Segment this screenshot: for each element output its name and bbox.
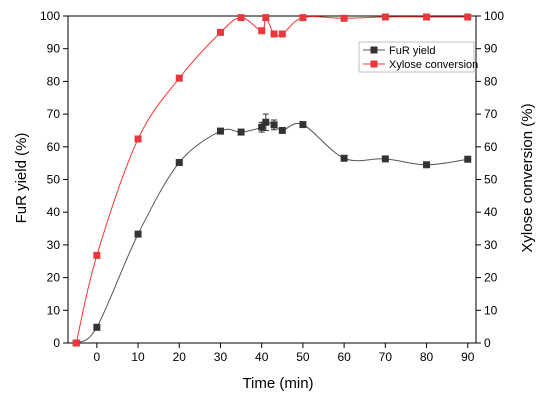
data-point-xylose-conversion xyxy=(423,13,431,21)
data-point-fur-yield xyxy=(93,323,101,331)
y-right-tick-label: 100 xyxy=(484,9,504,23)
legend-box xyxy=(358,41,475,73)
y-right-tick-label: 70 xyxy=(484,107,498,121)
legend-label-fur-yield: FuR yield xyxy=(389,45,435,57)
series-layer xyxy=(72,13,472,347)
data-point-fur-yield xyxy=(423,161,431,169)
data-point-fur-yield xyxy=(299,121,307,129)
y-left-tick-label: 70 xyxy=(47,107,61,121)
data-point-fur-yield xyxy=(175,158,183,166)
data-point-xylose-conversion xyxy=(340,14,348,22)
data-point-fur-yield xyxy=(216,127,224,135)
y-right-tick-label: 40 xyxy=(484,205,498,219)
data-point-xylose-conversion xyxy=(237,14,245,22)
y-axis-right-title: Xylose conversion (%) xyxy=(519,103,536,252)
y-right-tick-label: 60 xyxy=(484,140,498,154)
x-tick-label: 10 xyxy=(131,350,145,364)
data-point-fur-yield xyxy=(134,230,142,238)
y-right-tick-label: 30 xyxy=(484,238,498,252)
axes-layer: 0 10 20 30 40 50 60 70 80 90 0 10 20 30 40 50 60 70 80 90 10… xyxy=(40,9,504,364)
data-point-xylose-conversion xyxy=(72,339,80,347)
data-point-fur-yield xyxy=(278,126,286,134)
legend-marker-fur-yield xyxy=(370,46,378,54)
data-point-xylose-conversion xyxy=(270,30,278,38)
data-point-xylose-conversion xyxy=(134,135,142,143)
y-left-tick-label: 20 xyxy=(47,271,61,285)
data-point-xylose-conversion xyxy=(216,28,224,36)
y-left-tick-label: 90 xyxy=(47,42,61,56)
data-point-fur-yield xyxy=(381,155,389,163)
y-left-tick-label: 0 xyxy=(53,336,60,350)
y-right-tick-label: 80 xyxy=(484,74,498,88)
data-point-xylose-conversion xyxy=(381,13,389,21)
y-left-tick-label: 10 xyxy=(47,303,61,317)
y-left-tick-label: 80 xyxy=(47,74,61,88)
legend-marker-xylose-conversion xyxy=(370,60,378,68)
x-tick-label: 40 xyxy=(255,350,269,364)
legend-label-xylose-conversion: Xylose conversion xyxy=(389,59,478,71)
y-left-tick-label: 100 xyxy=(40,9,60,23)
y-left-tick-label: 50 xyxy=(47,173,61,187)
x-tick-label: 50 xyxy=(296,350,310,364)
x-tick-label: 30 xyxy=(214,350,228,364)
x-tick-label: 60 xyxy=(337,350,351,364)
y-right-tick-label: 20 xyxy=(484,271,498,285)
x-axis-title: Time (min) xyxy=(242,375,313,392)
y-right-tick-label: 0 xyxy=(484,336,491,350)
data-point-fur-yield xyxy=(258,123,266,131)
data-point-fur-yield xyxy=(340,154,348,162)
x-tick-label: 0 xyxy=(94,350,101,364)
y-right-tick-label: 10 xyxy=(484,303,498,317)
data-point-xylose-conversion xyxy=(93,251,101,259)
data-point-xylose-conversion xyxy=(175,74,183,82)
x-tick-label: 20 xyxy=(173,350,187,364)
data-point-xylose-conversion xyxy=(464,13,472,21)
y-axis-left-title: FuR yield (%) xyxy=(13,133,30,224)
x-tick-label: 90 xyxy=(461,350,475,364)
data-point-fur-yield xyxy=(464,155,472,163)
data-point-fur-yield xyxy=(262,118,270,126)
x-tick-label: 70 xyxy=(379,350,393,364)
y-right-tick-label: 50 xyxy=(484,173,498,187)
data-point-fur-yield xyxy=(270,121,278,129)
data-point-xylose-conversion xyxy=(262,14,270,22)
y-right-tick-label: 90 xyxy=(484,42,498,56)
y-left-tick-label: 30 xyxy=(47,238,61,252)
data-point-xylose-conversion xyxy=(299,14,307,22)
data-point-xylose-conversion xyxy=(258,27,266,35)
data-point-fur-yield xyxy=(237,128,245,136)
x-tick-label: 80 xyxy=(420,350,434,364)
legend: FuR yield Xylose conversion xyxy=(358,41,478,73)
data-point-xylose-conversion xyxy=(278,30,286,38)
y-left-tick-label: 60 xyxy=(47,140,61,154)
y-left-tick-label: 40 xyxy=(47,205,61,219)
